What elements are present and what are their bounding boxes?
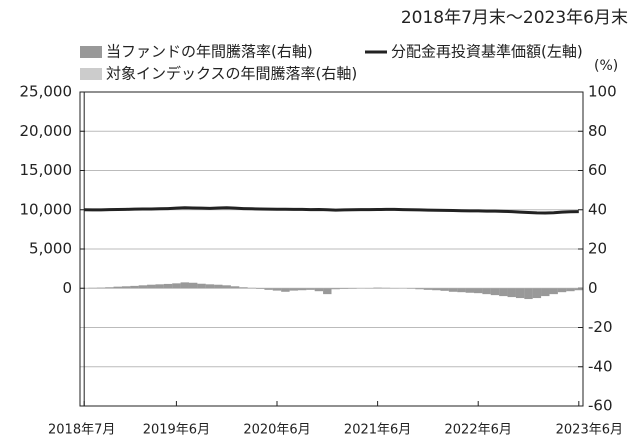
bar — [147, 284, 156, 289]
bar — [297, 288, 307, 291]
x-tick-label: 2019年6月 — [143, 423, 210, 438]
line — [84, 206, 579, 215]
y2-tick-label: -20 — [588, 318, 613, 336]
y-tick-label: 5,000 — [29, 240, 72, 258]
bar — [482, 288, 491, 295]
bar — [432, 288, 441, 291]
bar — [205, 284, 215, 289]
x-tick-label: 2020年6月 — [243, 423, 310, 438]
chart-subtitle: 2018年7月末～2023年6月末 — [401, 8, 628, 28]
bar — [339, 288, 349, 289]
bar — [130, 285, 139, 289]
bar — [314, 288, 324, 292]
bar — [507, 288, 516, 298]
bar — [264, 288, 273, 290]
bar — [197, 283, 206, 289]
plot-frame — [79, 91, 584, 407]
bar — [256, 288, 265, 289]
bar — [465, 288, 475, 293]
bar — [524, 288, 533, 300]
y-tick-label: 10,000 — [20, 200, 73, 218]
bar — [415, 288, 424, 290]
bar — [138, 285, 148, 289]
y2-tick-label: 0 — [588, 279, 598, 297]
bar — [214, 284, 223, 289]
y2-tick-label: 60 — [588, 161, 607, 179]
bar — [440, 288, 449, 291]
bar — [557, 288, 567, 293]
legend-swatch — [80, 68, 102, 80]
bar — [541, 288, 550, 297]
bar — [574, 288, 583, 291]
y2-tick-label: 80 — [588, 122, 607, 140]
x-tick-label: 2021年6月 — [344, 423, 411, 438]
bar — [230, 286, 240, 289]
bar — [490, 288, 500, 296]
bar — [239, 287, 248, 289]
bar — [566, 288, 575, 292]
y2-axis-label: (%) — [594, 58, 618, 74]
bar — [474, 288, 483, 294]
bar — [281, 288, 290, 292]
y2-tick-label: 20 — [588, 240, 607, 258]
legend-label: 分配金再投資基準価額(左軸) — [391, 43, 583, 61]
legend-label: 対象インデックスの年間騰落率(右軸) — [106, 65, 357, 83]
bar — [188, 282, 198, 289]
legend-swatch — [80, 46, 102, 58]
bar — [323, 288, 332, 295]
x-tick-label: 2018年7月 — [48, 423, 115, 438]
bar — [373, 287, 382, 289]
y2-tick-label: -40 — [588, 357, 613, 375]
bar — [331, 288, 340, 290]
bar — [113, 286, 122, 289]
y-tick-label: 25,000 — [20, 83, 73, 101]
x-tick-label: 2023年6月 — [556, 423, 623, 438]
bar — [289, 288, 298, 291]
legend-label: 当ファンドの年間騰落率(右軸) — [106, 43, 313, 61]
y2-tick-label: 100 — [588, 83, 617, 101]
y2-tick-label: 40 — [588, 200, 607, 218]
bar — [105, 287, 114, 289]
bar — [423, 288, 433, 290]
y-tick-label: 15,000 — [20, 161, 73, 179]
y-tick-label: 0 — [62, 279, 72, 297]
x-tick-label: 2022年6月 — [445, 423, 512, 438]
bar — [306, 288, 315, 290]
bar — [499, 288, 508, 297]
bar — [272, 288, 282, 291]
y-tick-label: 20,000 — [20, 122, 73, 140]
bar — [172, 283, 181, 289]
bar — [180, 282, 189, 289]
bar — [96, 287, 106, 289]
bar — [549, 288, 558, 295]
bar — [532, 288, 542, 299]
bar — [155, 284, 164, 289]
bar — [222, 285, 231, 289]
y2-tick-label: -60 — [588, 397, 613, 415]
bar — [457, 288, 466, 293]
bar — [121, 286, 131, 289]
bar — [163, 283, 173, 289]
bar — [448, 288, 458, 292]
bar — [515, 288, 525, 299]
